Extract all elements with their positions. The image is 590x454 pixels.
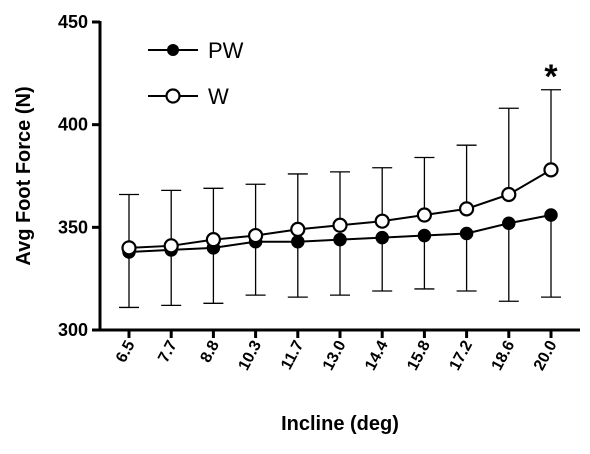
- data-point-w: [205, 232, 221, 248]
- x-tick-label: 20.0: [531, 338, 561, 374]
- x-axis-title: Incline (deg): [281, 413, 399, 435]
- y-tick-label: 350: [58, 217, 88, 237]
- x-tick-label: 11.7: [278, 338, 307, 373]
- data-point-pw: [375, 230, 389, 245]
- data-point-w: [332, 217, 348, 233]
- x-tick-label: 8.8: [197, 338, 222, 366]
- x-tick-label: 15.8: [404, 338, 434, 374]
- data-point-w: [248, 227, 264, 244]
- legend-marker-pw: [167, 44, 179, 56]
- data-point-w: [290, 221, 306, 237]
- data-point-pw: [417, 228, 432, 243]
- data-point-pw: [502, 216, 516, 230]
- x-tick-label: 18.6: [489, 338, 519, 374]
- legend-label-pw: PW: [208, 38, 244, 63]
- x-tick-label: 17.2: [447, 338, 477, 374]
- x-tick-label: 14.4: [362, 338, 392, 374]
- x-tick-label: 10.3: [236, 338, 266, 374]
- significance-asterisk: *: [544, 58, 558, 96]
- y-tick-label: 400: [58, 115, 88, 135]
- legend-label-w: W: [208, 84, 229, 109]
- x-tick-label: 7.7: [155, 338, 180, 366]
- data-point-pw: [459, 226, 474, 241]
- data-point-w: [374, 213, 390, 229]
- legend-marker-w: [165, 88, 181, 104]
- y-tick-label: 300: [58, 320, 88, 340]
- data-point-w: [459, 201, 475, 217]
- x-tick-label: 6.5: [113, 338, 138, 366]
- data-point-w: [501, 186, 517, 203]
- data-point-w: [163, 238, 179, 254]
- data-point-pw: [333, 232, 347, 247]
- y-tick-label: 450: [58, 12, 88, 32]
- y-axis-title: Avg Foot Force (N): [13, 86, 35, 265]
- data-point-w: [416, 207, 432, 223]
- data-point-w: [121, 240, 137, 256]
- plot-area: 300 350 400 450 6.5 7.7 8.8 10.3 11.7 13.0 14.4 15.…: [58, 12, 580, 373]
- data-point-pw: [544, 208, 558, 222]
- data-point-w: [543, 162, 559, 178]
- data-point-pw: [291, 234, 305, 249]
- x-tick-label: 13.0: [320, 338, 350, 374]
